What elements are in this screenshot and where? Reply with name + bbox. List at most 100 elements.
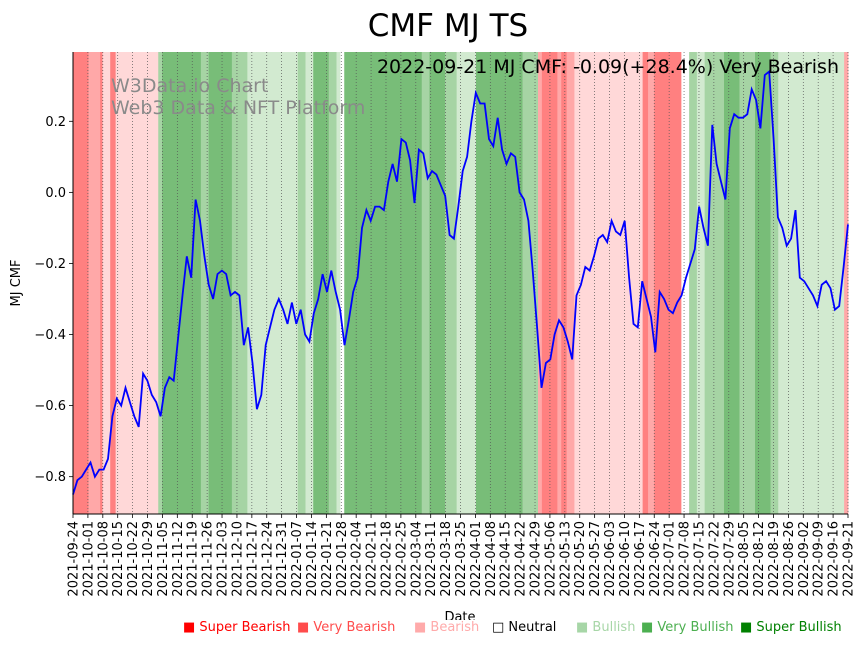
y-axis-ticks: −0.8 −0.6 −0.4 −0.2 0.0 0.2: [34, 115, 73, 485]
band-bullish: [696, 52, 706, 514]
band-very_bullish: [445, 52, 458, 514]
band-super_bearish: [561, 52, 568, 514]
band-white: [340, 52, 345, 514]
band-very_bullish: [421, 52, 430, 514]
x-tick-label: 2022-02-04: [350, 521, 365, 597]
y-tick-label: 0.0: [45, 186, 66, 201]
x-tick-label: 2021-11-05: [156, 521, 171, 597]
band-very_bullish: [770, 52, 779, 514]
band-bearish: [102, 52, 111, 514]
x-tick-label: 2022-04-01: [469, 521, 484, 597]
vertical-gridlines: [72, 52, 849, 514]
band-very_bearish: [648, 52, 655, 514]
x-tick-label: 2022-03-18: [439, 521, 454, 597]
band-super_bearish: [654, 52, 682, 514]
x-tick-label: 2022-01-21: [320, 521, 335, 597]
x-tick-label: 2022-07-29: [722, 521, 737, 597]
legend-label: Super Bullish: [756, 620, 842, 635]
x-axis-label: Date: [444, 610, 475, 620]
band-super_bearish: [100, 52, 103, 514]
x-tick-label: 2022-02-11: [365, 521, 380, 597]
band-bullish: [456, 52, 477, 514]
legend-item: □ Neutral: [492, 620, 556, 635]
band-very_bullish: [689, 52, 698, 514]
y-axis-label: MJ CMF: [9, 260, 24, 307]
band-bullish: [305, 52, 314, 514]
band-very_bullish: [297, 52, 306, 514]
band-very_bullish: [739, 52, 756, 514]
x-tick-label: 2022-09-21: [842, 521, 857, 597]
y-tick-label: 0.2: [45, 115, 66, 130]
legend-item: ■ Super Bullish: [740, 620, 842, 635]
band-bullish: [778, 52, 845, 514]
x-tick-label: 2021-11-19: [186, 521, 201, 597]
watermark-line-2: Web3 Data & NFT Platform: [111, 97, 365, 119]
x-tick-label: 2022-06-17: [633, 521, 648, 597]
band-very_bullish: [231, 52, 248, 514]
x-tick-label: 2022-06-10: [618, 521, 633, 597]
cmf-series-line: [72, 69, 849, 495]
band-very_bearish: [557, 52, 562, 514]
band-very_bearish: [566, 52, 575, 514]
latest-value-annotation: 2022-09-21 MJ CMF: -0.09(+28.4%) Very Be…: [377, 56, 839, 78]
x-tick-label: 2021-10-15: [111, 521, 126, 597]
y-tick-label: −0.8: [34, 470, 66, 485]
x-tick-label: 2022-05-06: [543, 521, 558, 597]
band-bearish: [115, 52, 159, 514]
x-tick-label: 2022-06-03: [603, 521, 618, 597]
x-tick-label: 2021-11-12: [171, 521, 186, 597]
x-tick-label: 2021-10-29: [141, 521, 156, 597]
legend-label: Bullish: [592, 620, 636, 635]
x-tick-label: 2022-03-25: [454, 521, 469, 597]
x-tick-label: 2022-09-02: [797, 521, 812, 597]
x-tick-label: 2021-12-10: [230, 521, 245, 597]
x-tick-label: 2022-08-19: [767, 521, 782, 597]
legend-item: ■ Bullish: [576, 620, 635, 635]
legend-label: Very Bearish: [313, 620, 396, 635]
x-tick-label: 2021-10-22: [126, 521, 141, 597]
legend-swatch-icon: ■: [576, 620, 593, 635]
legend-label: Super Bearish: [199, 620, 291, 635]
x-tick-label: 2022-01-14: [305, 521, 320, 597]
band-bearish: [574, 52, 644, 514]
x-tick-label: 2022-02-18: [379, 521, 394, 597]
x-tick-label: 2022-04-22: [514, 521, 529, 597]
legend-swatch-icon: ■: [183, 620, 200, 635]
x-tick-label: 2022-03-11: [424, 521, 439, 597]
x-tick-label: 2022-07-22: [707, 521, 722, 597]
x-tick-label: 2021-12-03: [216, 521, 231, 597]
watermark-line-1: W3Data.io Chart: [111, 75, 268, 97]
x-tick-label: 2022-01-28: [335, 521, 350, 597]
legend-item: ■ Very Bearish: [297, 620, 395, 635]
x-tick-label: 2022-06-24: [648, 521, 663, 597]
band-very_bullish: [328, 52, 337, 514]
x-tick-label: 2021-12-17: [245, 521, 260, 597]
x-tick-label: 2021-10-01: [81, 521, 96, 597]
y-tick-label: −0.2: [34, 257, 66, 272]
band-bullish: [336, 52, 341, 514]
chart-title: CMF MJ TS: [368, 8, 528, 44]
x-tick-label: 2022-04-08: [484, 521, 499, 597]
x-tick-label: 2022-01-07: [290, 521, 305, 597]
band-very_bearish: [88, 52, 101, 514]
x-tick-label: 2022-07-15: [692, 521, 707, 597]
band-super_bullish: [755, 52, 771, 514]
x-tick-label: 2021-10-08: [96, 521, 111, 597]
legend-label: Very Bullish: [657, 620, 734, 635]
legend-swatch-icon: ■: [641, 620, 658, 635]
legend-label: Neutral: [508, 620, 557, 635]
x-tick-label: 2022-07-01: [663, 521, 678, 597]
y-tick-label: −0.4: [34, 328, 66, 343]
legend-swatch-icon: ■: [740, 620, 757, 635]
band-super_bullish: [162, 52, 202, 514]
band-very_bearish: [844, 52, 849, 514]
x-tick-label: 2022-04-29: [529, 521, 544, 597]
x-tick-label: 2022-05-27: [588, 521, 603, 597]
legend-item: ■ Super Bearish: [183, 620, 291, 635]
signal-bands: [73, 52, 849, 514]
x-tick-label: 2022-09-16: [827, 521, 842, 597]
x-tick-label: 2022-04-15: [499, 521, 514, 597]
band-super_bullish: [208, 52, 233, 514]
x-tick-label: 2022-09-09: [812, 521, 827, 597]
x-tick-label: 2021-11-26: [201, 521, 216, 597]
